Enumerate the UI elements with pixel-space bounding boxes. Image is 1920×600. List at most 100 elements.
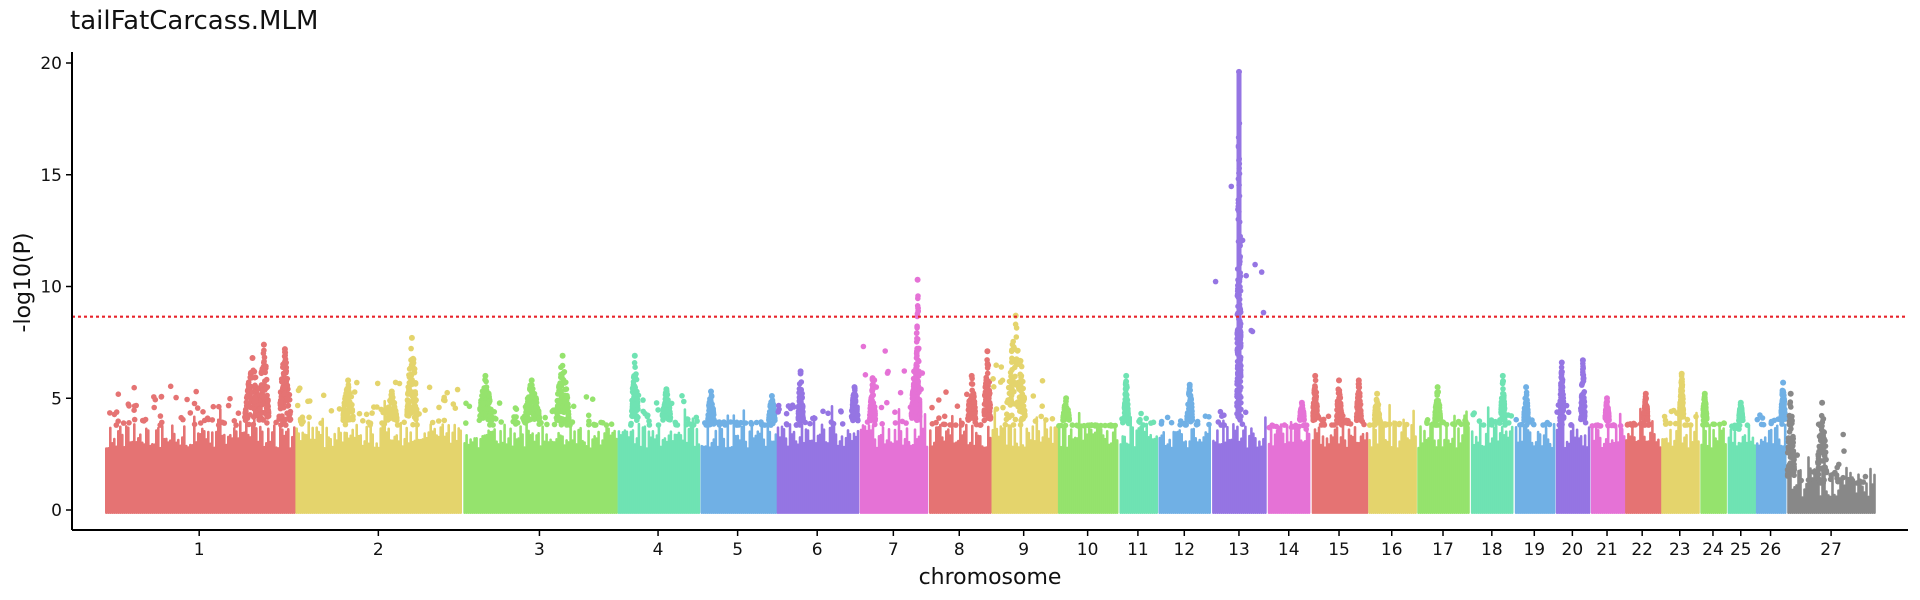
snp-band-segment [537,432,540,514]
snp-point [554,397,561,404]
snp-point [807,420,813,427]
snp-point [245,403,251,410]
snp-point [910,388,917,394]
snp-point [1589,423,1596,429]
snp-band-segment [718,425,722,514]
snp-point [1581,413,1588,420]
snp-band-segment [217,418,220,514]
snp-point [1862,473,1869,480]
snp-band-segment [139,433,142,514]
snp-point [498,419,505,425]
snp-point [987,405,993,411]
snp-point [1432,413,1439,420]
snp-point [1138,410,1144,417]
snp-point [993,406,1000,412]
snp-point [243,399,250,406]
snp-band-segment [377,446,380,514]
snp-point [727,419,734,425]
snp-band-segment [433,427,436,514]
snp-point [1785,447,1792,454]
snp-band-segment [473,437,476,514]
snp-band-segment [1414,435,1417,514]
snp-band-segment [903,437,907,514]
snp-band-segment [969,441,972,514]
snp-point [1758,421,1765,428]
snp-band-segment [700,444,704,514]
snp-point [971,398,978,405]
snp-point [381,421,388,427]
snp-point [1069,422,1076,428]
chromosome-17-points [1417,384,1470,514]
snp-point [1849,477,1856,484]
snp-point [655,407,661,413]
snp-band-segment [255,427,258,514]
snp-point [131,403,138,409]
snp-band-segment [897,408,901,514]
snp-band-segment [583,441,586,514]
snp-band-segment [491,430,494,514]
snp-band-segment [263,445,266,514]
snp-band-segment [736,434,740,514]
snp-band-segment [923,413,927,514]
x-tick-label-chr-6: 6 [812,540,823,560]
snp-point [1433,406,1439,413]
snp-band-segment [183,425,186,514]
snp-point [785,403,792,409]
snp-point [879,421,885,427]
x-tick-label-chr-23: 23 [1669,540,1691,560]
snp-point [901,368,908,374]
x-tick-label-chr-9: 9 [1018,540,1029,560]
snp-point [115,391,122,398]
snp-point [394,417,400,424]
snp-point [369,410,375,416]
snp-point [426,384,433,391]
snp-band-segment [479,437,482,514]
snp-band-segment [665,440,669,514]
snp-band-segment [879,433,883,514]
snp-peak-point [1434,384,1441,391]
snp-point [409,381,416,387]
snp-point [1019,391,1026,397]
snp-band-segment [637,422,641,514]
snp-point [113,409,120,415]
snp-point [872,421,878,428]
snp-band-segment [1035,416,1039,514]
snp-band-segment [431,430,434,514]
snp-band-segment [786,445,790,514]
snp-point [1815,465,1822,471]
snp-point [631,410,637,417]
snp-point [1737,406,1743,412]
snp-point [982,399,989,406]
snp-peak-point [1236,68,1242,75]
snp-point [1788,426,1794,432]
snp-peak-point [1579,357,1586,364]
snp-point [544,421,550,428]
snp-point [265,412,272,419]
snp-point [284,410,290,417]
snp-point [783,410,790,417]
snp-band-segment [159,446,162,514]
snp-point [513,406,520,413]
snp-band-segment [413,439,416,514]
snp-band-segment [1697,440,1700,514]
snp-band-segment [863,425,867,514]
snp-band-segment [911,443,915,514]
snp-point [775,402,782,409]
snp-band-segment [591,438,594,514]
snp-point [929,421,936,427]
snp-band-segment [599,444,602,514]
snp-band-segment [716,445,720,514]
snp-peak-point [708,388,714,395]
snp-point [1121,405,1128,412]
snp-band-segment [145,427,148,514]
snp-point [1020,378,1026,385]
snp-band-segment [497,443,500,514]
snp-band-segment [483,434,486,514]
snp-point [125,401,132,408]
snp-band-segment [859,428,863,514]
snp-band-segment [655,434,659,514]
snp-band-segment [1045,428,1049,514]
snp-point [734,422,740,428]
snp-band-segment [693,445,697,514]
snp-point [679,393,685,399]
